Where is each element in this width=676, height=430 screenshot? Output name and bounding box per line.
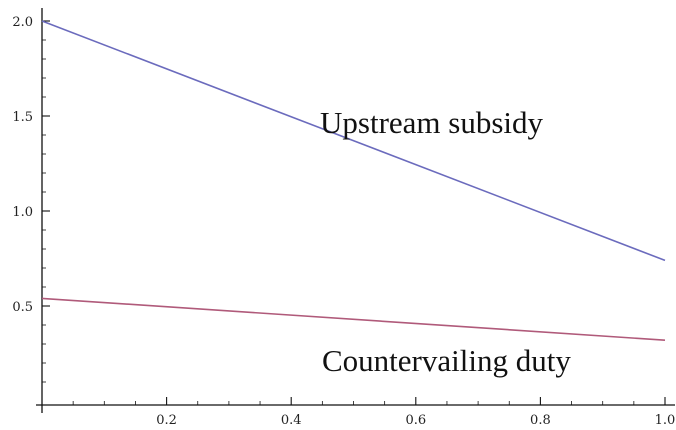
y-tick-label: 2.0 (12, 15, 33, 30)
y-tick-label: 1.0 (12, 205, 33, 220)
x-tick-label: 0.6 (405, 413, 426, 428)
series-group (41, 20, 666, 341)
series-labels: Upstream subsidy Countervailing duty (320, 105, 571, 378)
axes: 0.2 0.4 0.6 0.8 1.0 0.5 1.0 1.5 2.0 (12, 8, 675, 428)
series-label-countervailing-duty: Countervailing duty (322, 343, 571, 378)
series-label-upstream-subsidy: Upstream subsidy (320, 105, 544, 140)
x-tick-label: 0.4 (281, 413, 302, 428)
series-line-countervailing-duty (41, 297, 666, 341)
x-tick-label: 0.2 (156, 413, 177, 428)
x-tick-label: 0.8 (530, 413, 551, 428)
y-tick-label: 1.5 (12, 110, 33, 125)
x-tick-label: 1.0 (655, 413, 676, 428)
series-line-upstream-subsidy (41, 20, 666, 262)
y-tick-label: 0.5 (12, 300, 33, 315)
